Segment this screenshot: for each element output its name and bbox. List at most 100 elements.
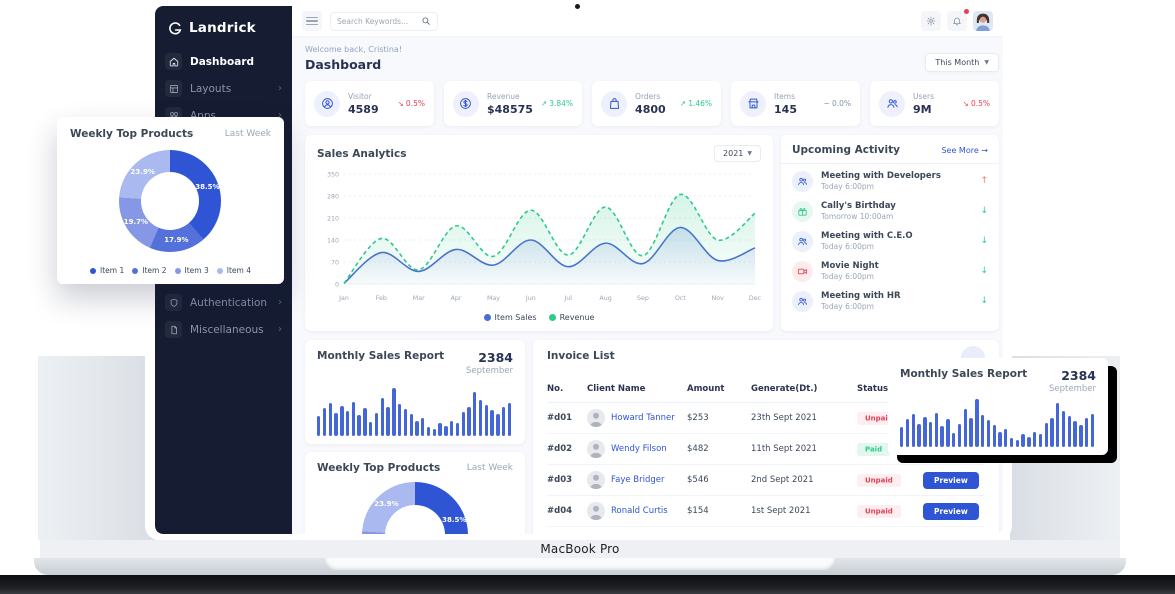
legend-item[interactable]: Item Sales <box>483 313 537 322</box>
client-name-link[interactable]: Howard Tanner <box>611 413 675 423</box>
floating-weekly-top-products-card: Weekly Top Products Last Week 38.5% 17.9%… <box>57 117 284 284</box>
search-icon <box>422 17 430 25</box>
sidebar-item-authentication[interactable]: Authentication › <box>155 289 292 316</box>
invoice-date: 2nd Sept 2021 <box>751 475 814 485</box>
activity-item-time: Today 6:00pm <box>821 182 874 191</box>
bar <box>998 432 1002 447</box>
bar <box>969 418 973 447</box>
bar <box>1085 418 1089 447</box>
column-header-no: No. <box>547 384 564 394</box>
invoice-no: #d03 <box>547 475 573 485</box>
activity-item-time: Today 6:00pm <box>821 302 874 311</box>
sales-analytics-title: Sales Analytics <box>317 147 407 160</box>
sidebar-item-layouts[interactable]: Layouts › <box>155 75 292 102</box>
invoice-date: 11th Sept 2021 <box>751 444 817 454</box>
users-icon <box>879 90 906 117</box>
client-name-link[interactable]: Faye Bridger <box>611 475 665 485</box>
sidebar-item-dashboard[interactable]: Dashboard › <box>155 48 292 75</box>
legend-label: Item 2 <box>142 266 167 275</box>
upcoming-activity-card: Upcoming Activity See More → Meeting wit… <box>781 135 999 331</box>
gift-icon <box>792 200 813 222</box>
legend-dot <box>174 267 181 274</box>
bar <box>351 402 356 436</box>
legend-dot <box>132 267 139 274</box>
brand-logo[interactable]: Landrick <box>155 16 292 48</box>
see-more-link[interactable]: See More → <box>941 145 988 155</box>
stat-trend: ↘ 0.5% <box>962 99 990 108</box>
svg-text:Jun: Jun <box>525 295 536 302</box>
store-icon <box>740 90 767 117</box>
bar <box>917 424 921 447</box>
preview-button[interactable]: Preview <box>923 502 979 520</box>
invoice-no: #d01 <box>547 413 573 423</box>
svg-text:0: 0 <box>335 281 339 288</box>
svg-text:Sep: Sep <box>637 295 649 302</box>
bar <box>369 422 373 436</box>
client-name-link[interactable]: Ronald Curtis <box>611 506 668 516</box>
trend-arrow-icon: ↗ <box>540 99 548 108</box>
bar <box>1044 423 1048 447</box>
settings-button[interactable] <box>921 11 941 31</box>
laptop-screen: Landrick Dashboard › Layouts › Apps › Au… <box>145 0 1012 540</box>
bar <box>1004 429 1008 447</box>
weekly-period: Last Week <box>466 463 513 473</box>
weekly-period: Last Week <box>224 129 271 139</box>
legend-item[interactable]: Item 2 <box>132 266 167 275</box>
sidebar-item-label: Miscellaneous <box>190 323 264 336</box>
activity-item: Meeting with C.E.O Today 6:00pm ↓ <box>792 226 988 256</box>
monthly-bar-chart <box>317 384 513 436</box>
search-input[interactable] <box>337 16 421 26</box>
monthly-sales-card: Monthly Sales Report 2384 September <box>305 340 525 444</box>
period-select[interactable]: This Month ▼ <box>925 53 999 72</box>
period-value: This Month <box>935 58 980 67</box>
sidebar-item-miscellaneous[interactable]: Miscellaneous › <box>155 316 292 343</box>
chevron-right-icon: › <box>278 109 282 121</box>
stat-label: Items <box>774 91 796 101</box>
legend-item[interactable]: Item 1 <box>90 266 124 275</box>
bar <box>1027 437 1031 447</box>
legend-item[interactable]: Item 4 <box>216 266 251 275</box>
chevron-right-icon: › <box>278 296 282 308</box>
svg-text:Jul: Jul <box>563 295 572 302</box>
visitor-icon <box>314 90 340 117</box>
preview-button[interactable]: Preview <box>923 471 979 489</box>
hamburger-menu-button[interactable] <box>302 11 322 31</box>
activity-item: Cally's Birthday Tomorrow 10:00am ↓ <box>792 196 988 226</box>
monthly-subtitle: September <box>466 366 513 376</box>
client-name-link[interactable]: Wendy Filson <box>611 444 667 454</box>
bar <box>392 388 396 436</box>
stat-card-revenue: Revenue $48575 ↗ 3.84% <box>443 81 583 126</box>
bar <box>449 421 454 436</box>
svg-text:Feb: Feb <box>376 295 387 302</box>
dashboard-app: Landrick Dashboard › Layouts › Apps › Au… <box>155 6 1003 534</box>
activity-item-title: Movie Night <box>821 261 879 271</box>
svg-text:280: 280 <box>327 193 339 200</box>
weekly-donut-chart: 38.5%17.9%19.7%23.9% <box>362 482 468 534</box>
year-select[interactable]: 2021 ▼ <box>714 145 761 162</box>
sidebar-item-label: Authentication <box>190 296 268 309</box>
laptop-keyboard-shadow <box>0 575 1175 594</box>
activity-item-time: Today 6:00pm <box>821 242 874 251</box>
svg-text:210: 210 <box>327 215 339 222</box>
activity-item-time: Tomorrow 10:00am <box>821 212 894 221</box>
sidebar-nav-bottom: Authentication › Miscellaneous › <box>155 289 292 343</box>
bar <box>1038 434 1043 447</box>
user-avatar[interactable] <box>973 11 993 31</box>
invoice-date: 23th Sept 2021 <box>751 413 817 423</box>
bar <box>940 426 944 447</box>
invoice-no: #d02 <box>547 444 573 454</box>
bar <box>963 409 967 447</box>
client-avatar <box>587 471 605 489</box>
bar <box>980 415 985 447</box>
bar <box>317 416 321 436</box>
bar <box>905 419 910 447</box>
trend-arrow-icon: ~ <box>823 99 830 108</box>
bar <box>357 415 361 436</box>
activity-item-title: Meeting with Developers <box>821 171 941 181</box>
legend-item[interactable]: Revenue <box>548 313 594 322</box>
activity-title: Upcoming Activity <box>792 144 900 156</box>
svg-text:Mar: Mar <box>413 295 425 302</box>
legend-label: Item Sales <box>494 313 537 322</box>
legend-item[interactable]: Item 3 <box>174 266 209 275</box>
notifications-button[interactable] <box>947 9 969 31</box>
